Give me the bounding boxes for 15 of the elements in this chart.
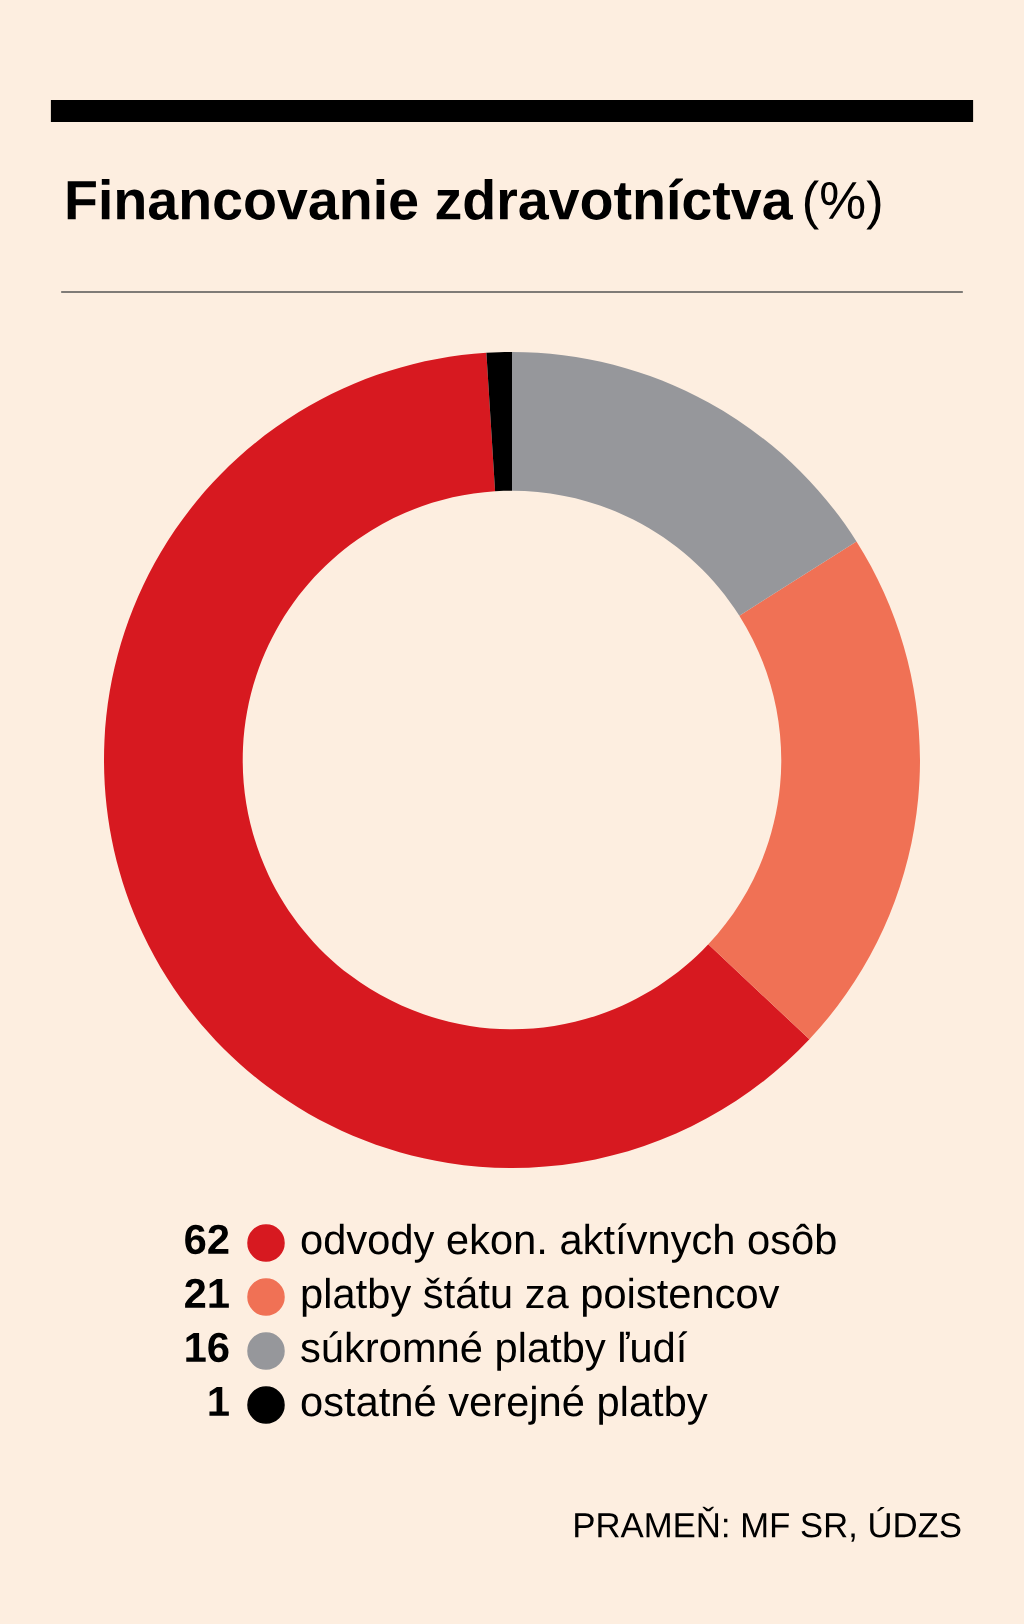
data-label: 21	[185, 1278, 229, 1308]
text: PRAMEŇ: MF SR, ÚDZS	[575, 1506, 961, 1542]
data-label: 62	[185, 1224, 229, 1255]
data-label: 16	[186, 1332, 229, 1363]
donut-slice	[486, 352, 512, 492]
donut-slice	[104, 352, 810, 1168]
data-label: 1	[209, 1387, 229, 1416]
legend-label: ostatné verejné platby	[301, 1385, 708, 1425]
chart-subtitle: (%)	[804, 180, 881, 230]
donut-slice	[708, 541, 920, 1040]
donut-slice	[512, 352, 857, 616]
legend-label: súkromné platby ľudí	[301, 1331, 688, 1371]
legend-label: platby štátu za poistencov	[302, 1277, 780, 1317]
legend-label: odvody ekon. aktívnych osôb	[301, 1223, 836, 1263]
chart-title: Financovanie zdravotníctva	[67, 178, 793, 220]
